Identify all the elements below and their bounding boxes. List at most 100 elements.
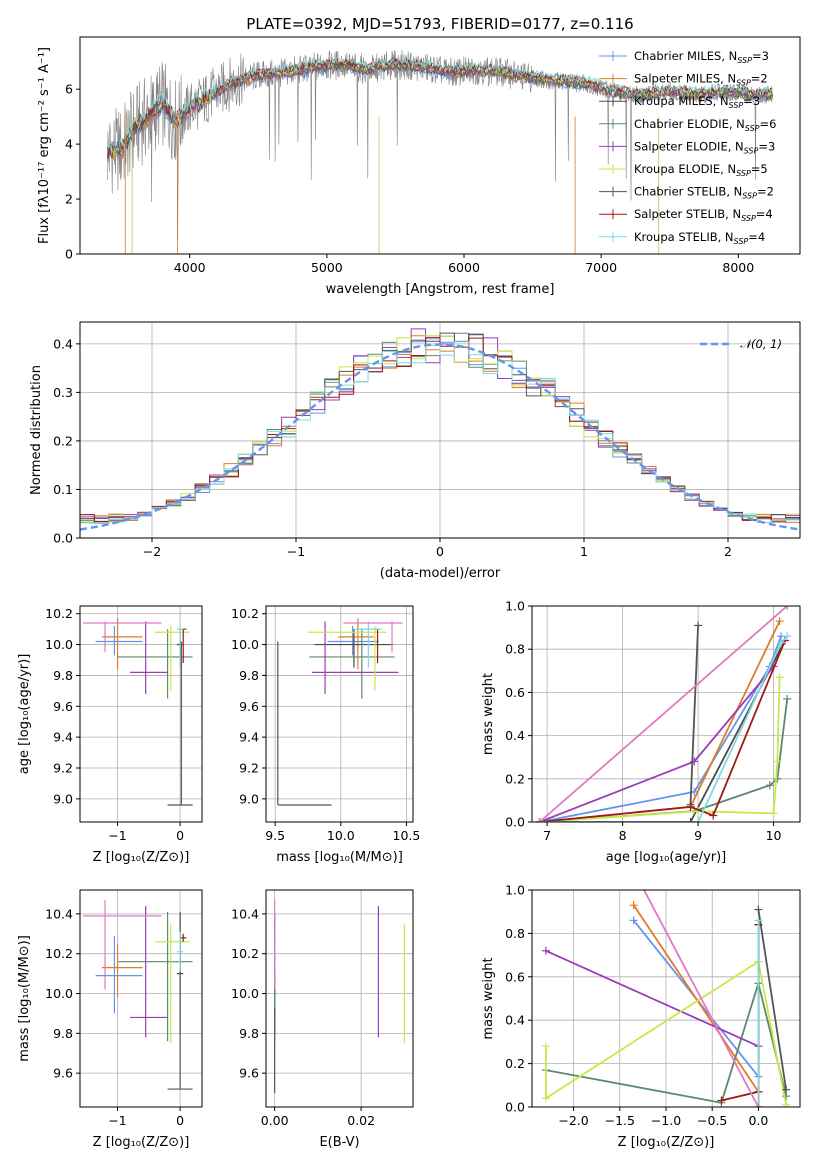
x-tick-label: −1 [108,828,126,843]
errorbar-salpeter_elodie [130,621,168,694]
x-tick-label: 1 [580,544,588,559]
y-tick-label: 9.8 [53,1026,73,1041]
legend-label: Kroupa STELIB, NSSP=4 [634,230,765,246]
errorbar-salpeter_stelib [180,933,187,942]
errorbar-pink [83,899,162,990]
y-tick-label: 0.0 [505,815,525,830]
y-tick-label: 9.6 [53,1066,73,1081]
panel-mass-vs-ebv: 0.00 0.02 9.6 9.8 10.0 10.2 10.4 E(B-V) [231,889,414,1150]
x-tick-label: −1 [108,1113,126,1128]
ssp-marker [777,638,786,647]
errorbar-kroupa_miles [314,629,394,668]
y-tick-label: 0.4 [505,728,525,743]
y-tick-label: 9.2 [239,761,259,776]
x-tick-label: 4000 [174,260,206,275]
ssp-marker [775,617,784,626]
y-tick-label: 9.4 [239,730,259,745]
legend-label: Salpeter MILES, NSSP=2 [634,72,768,88]
errorbar-salpeter_miles [101,618,143,670]
plot-area [541,890,791,1107]
gridlines [80,890,202,1107]
plot-area [83,899,193,1090]
panel-massweight-vs-Z: −2.0 −1.5 −1.0 −0.5 0.0 0.0 0.2 0.4 0.6 0.8 1.0 Z [… [481,883,801,1150]
x-tick-label: −2.0 [558,1113,588,1128]
ssp-marker [773,757,782,766]
x-tick-label: 6000 [448,260,480,275]
axes-frame [265,605,414,823]
y-axis-label: age [log₁₀(age/yr)] [17,654,32,775]
y-tick-label: 10.4 [231,906,259,921]
x-axis-label: mass [log₁₀(M/M⊙)] [276,850,403,865]
y-tick-label: 10.4 [45,906,73,921]
y-tick-label: 0.0 [53,531,73,546]
y-axis-label: Flux [fλ10⁻¹⁷ erg cm⁻² s⁻¹ A⁻¹] [37,47,52,244]
x-tick-label: 8000 [722,260,754,275]
y-tick-label: 10.2 [231,946,259,961]
y-tick-label: 0.4 [505,1013,525,1028]
plot-area [277,618,403,806]
y-tick-label: 0.2 [505,771,525,786]
x-tick-label: 10.5 [393,828,421,843]
y-tick-label: 6 [65,82,73,97]
errorbar-kroupa_elodie [308,626,387,691]
y-tick-label: 9.6 [53,699,73,714]
axes-frame [79,605,203,823]
ssp-marker [686,802,695,811]
ssp-line-pink [643,890,760,1107]
x-tick-label: −2 [143,544,161,559]
plot-area [274,899,405,1094]
y-tick-label: 0.2 [53,433,73,448]
panel-mass-vs-Z: −1 0 9.6 9.8 10.0 10.2 10.4 Z [log₁₀(Z/Z⊙)] mass… [17,889,203,1150]
ssp-marker [694,818,703,822]
x-tick-label: 2 [724,544,732,559]
errorbar-chabrier_miles [95,935,143,1014]
y-axis-label: mass [log₁₀(M/M⊙)] [17,935,32,1062]
y-tick-label: 0.1 [53,482,73,497]
axes-frame [79,36,801,255]
y-tick-label: 10.0 [231,637,259,652]
ssp-line-chabrier_elodie [545,979,787,1104]
errorbar-kroupa_elodie [155,626,190,691]
x-axis-label: age [log₁₀(age/yr)] [606,850,727,865]
x-axis-label: E(B-V) [319,1135,359,1150]
ssp-line-chabrier_miles [632,919,760,1107]
x-axis-label: Z [log₁₀(Z/Z⊙)] [93,1135,190,1150]
errorbar-salpeter_elodie [311,621,399,694]
y-tick-label: 10.2 [45,946,73,961]
errorbar-kroupa_stelib [176,931,184,972]
y-tick-label: 10.0 [231,986,259,1001]
ssp-marker [541,1094,550,1103]
x-tick-label: −1.5 [605,1113,635,1128]
errorbar-chabrier_elodie [309,629,395,699]
ssp-marker [541,946,550,955]
panel-massweight-vs-age: 7 8 9 10 0.0 0.2 0.4 0.6 0.8 1.0 age [log₁₀(age/yr… [481,599,801,865]
model-spectrum-kroupa_stelib [106,56,773,152]
y-tick-label: 1.0 [505,883,525,898]
ssp-marker [783,694,792,703]
x-tick-label: 10.0 [327,828,355,843]
ssp-marker [629,916,638,925]
errorbar-salpeter_miles [338,618,374,670]
panel-residual-hist: −2 −1 0 1 2 0.0 0.1 0.2 0.3 0.4 (data-model)/error… [29,321,801,581]
ssp-line-salpeter_miles [632,904,760,1093]
errorbar-kroupa_stelib [176,621,184,668]
plot-area [535,606,792,822]
ssp-marker [773,774,782,783]
x-axis-label: Z [log₁₀(Z/Z⊙)] [93,850,190,865]
ssp-marker [541,1042,550,1051]
x-tick-label: 0.00 [261,1113,289,1128]
errorbar-chabrier_elodie [117,911,193,1042]
ssp-marker [769,809,778,818]
x-tick-label: 0 [436,544,444,559]
y-tick-label: 1.0 [505,599,525,614]
y-tick-label: 0.8 [505,926,525,941]
x-tick-label: 8 [619,828,627,843]
panel-age-vs-Z: −1 0 9.0 9.2 9.4 9.6 9.8 10.0 10.2 Z [log₁₀(Z/Z⊙)… [17,605,203,865]
y-axis-label: mass weight [481,673,496,755]
chart-title: PLATE=0392, MJD=51793, FIBERID=0177, z=0… [246,15,633,33]
y-tick-label: 9.8 [239,668,259,683]
x-tick-label: 5000 [311,260,343,275]
ssp-line-kroupa_elodie [545,960,787,1105]
x-tick-label: −0.5 [697,1113,727,1128]
ssp-marker [783,632,792,641]
